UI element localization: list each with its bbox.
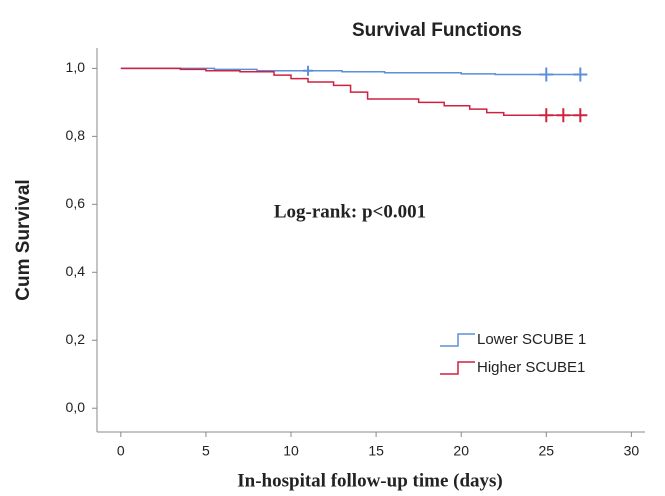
- x-tick-label: 20: [453, 443, 469, 459]
- censor-mark: [539, 67, 554, 82]
- x-tick-label: 30: [624, 443, 640, 459]
- y-tick-label: 0,2: [66, 331, 86, 347]
- legend-swatch: [440, 333, 475, 347]
- survival-curve: [120, 67, 581, 76]
- y-tick-label: 0,6: [66, 195, 86, 211]
- censor-mark: [556, 108, 571, 123]
- x-tick-label: 10: [283, 443, 299, 459]
- y-axis-label: Cum Survival: [13, 179, 34, 300]
- x-tick-label: 25: [539, 443, 555, 459]
- legend-label: Higher SCUBE1: [477, 359, 585, 376]
- y-tick-label: 0,0: [66, 399, 86, 415]
- x-tick-label: 15: [368, 443, 384, 459]
- censor-mark: [539, 108, 554, 123]
- censor-mark: [303, 65, 314, 76]
- survival-curve: [120, 67, 581, 117]
- censor-mark: [573, 67, 588, 82]
- chart-title: Survival Functions: [352, 20, 522, 41]
- annotation: Log-rank: p<0.001: [274, 201, 426, 222]
- x-tick-label: 5: [202, 443, 210, 459]
- censor-mark: [573, 108, 588, 123]
- y-tick-label: 1,0: [66, 59, 86, 75]
- x-tick-label: 0: [117, 443, 125, 459]
- y-tick-label: 0,4: [66, 263, 86, 279]
- y-tick-label: 0,8: [66, 127, 86, 143]
- legend-label: Lower SCUBE 1: [477, 331, 586, 348]
- x-axis-label: In-hospital follow-up time (days): [237, 470, 503, 491]
- legend-swatch: [440, 361, 475, 375]
